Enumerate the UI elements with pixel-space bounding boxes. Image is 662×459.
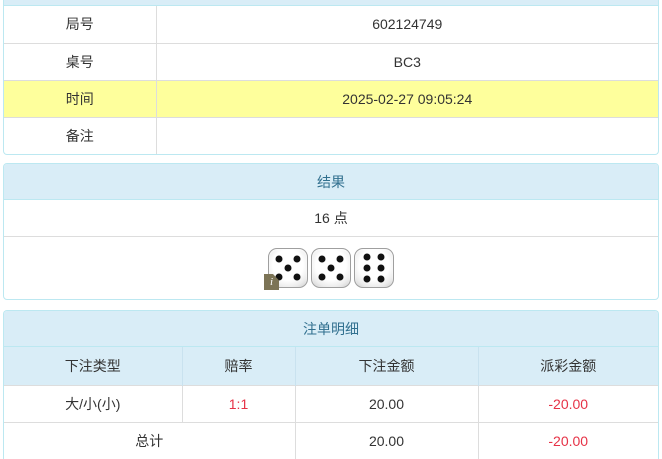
bet-details-table: 下注类型 赔率 下注金额 派彩金额 大/小(小) 1:1 20.00 -20.0…	[4, 347, 658, 459]
die-pip	[336, 255, 344, 263]
game-info-panel: 局号 602124749 桌号 BC3 时间 2025-02-27 09:05:…	[3, 0, 659, 155]
die-pip	[363, 264, 371, 272]
col-header-payout: 派彩金额	[477, 347, 658, 385]
die-pip	[293, 255, 301, 263]
bet-header-row: 下注类型 赔率 下注金额 派彩金额	[4, 347, 658, 385]
bet-payout: -20.00	[477, 384, 658, 422]
bet-details-panel: 注单明细 下注类型 赔率 下注金额 派彩金额 大/小(小) 1:1 20.00 …	[3, 310, 659, 459]
die-pip	[377, 253, 385, 261]
table-row-table-no: 桌号 BC3	[4, 42, 658, 80]
total-row: 总计 20.00 -20.00	[4, 421, 658, 459]
col-header-bet-amount: 下注金额	[294, 347, 478, 385]
round-value: 602124749	[372, 16, 443, 33]
die-1-face-5: i	[264, 248, 308, 290]
table-row-round: 局号 602124749	[4, 6, 658, 43]
table-no-label: 桌号	[4, 42, 157, 80]
col-header-odds: 赔率	[181, 347, 295, 385]
die-pip	[336, 273, 344, 281]
table-row-time: 时间 2025-02-27 09:05:24	[4, 79, 658, 117]
die-pip	[284, 264, 292, 272]
col-header-bet-type: 下注类型	[4, 347, 182, 385]
die-2-face-5	[311, 248, 351, 288]
die-pip	[363, 253, 371, 261]
die-pip	[363, 275, 371, 283]
dice-row: i	[4, 237, 658, 299]
die-pip	[275, 255, 283, 263]
die-pip	[318, 273, 326, 281]
total-payout: -20.00	[477, 421, 658, 459]
die-pip	[377, 264, 385, 272]
table-row-note: 备注	[4, 116, 658, 154]
die-3-face-6	[354, 248, 394, 288]
result-panel-title: 结果	[4, 164, 658, 200]
die-pip	[377, 275, 385, 283]
note-label: 备注	[4, 116, 157, 154]
total-label: 总计	[4, 421, 295, 459]
info-badge-icon[interactable]: i	[264, 274, 279, 290]
cropped-heading-strip	[4, 0, 658, 6]
bet-details-title: 注单明细	[4, 311, 658, 347]
bet-odds: 1:1	[181, 384, 295, 422]
time-label: 时间	[4, 79, 157, 117]
bet-row: 大/小(小) 1:1 20.00 -20.00	[4, 384, 658, 422]
bet-type: 大/小(小)	[4, 384, 182, 422]
game-info-table: 局号 602124749 桌号 BC3 时间 2025-02-27 09:05:…	[4, 6, 658, 154]
die-pip	[275, 273, 283, 281]
round-label: 局号	[4, 6, 157, 43]
table-no-value: BC3	[156, 42, 658, 80]
total-amount: 20.00	[294, 421, 478, 459]
die-pip	[327, 264, 335, 272]
result-points: 16 点	[4, 200, 658, 237]
bet-amount: 20.00	[294, 384, 478, 422]
die-pip	[318, 255, 326, 263]
die-pip	[293, 273, 301, 281]
result-panel: 结果 16 点 i	[3, 163, 659, 300]
note-value	[156, 116, 658, 154]
time-value: 2025-02-27 09:05:24	[156, 79, 658, 117]
